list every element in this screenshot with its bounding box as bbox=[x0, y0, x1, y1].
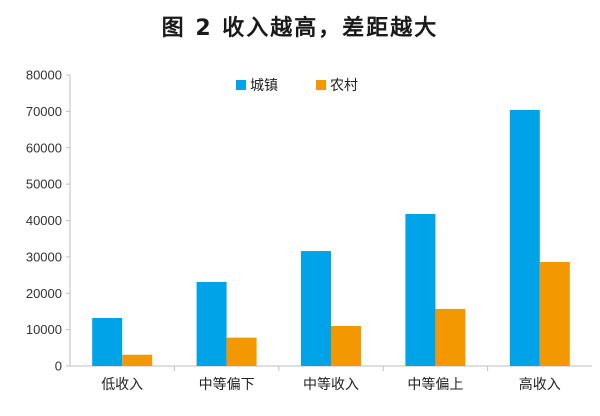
bar-urban-0 bbox=[92, 317, 123, 366]
bar-urban-1 bbox=[196, 281, 227, 366]
bar-rural-0 bbox=[122, 354, 153, 366]
legend: 城镇 农村 bbox=[236, 78, 358, 94]
bar-rural-4 bbox=[539, 261, 570, 366]
y-tick-label: 40000 bbox=[26, 213, 62, 228]
y-tick-label: 0 bbox=[55, 359, 62, 374]
chart-title: 图 2 收入越高，差距越大 bbox=[161, 16, 439, 41]
bar-urban-3 bbox=[405, 213, 436, 366]
y-tick-label: 20000 bbox=[26, 286, 62, 301]
y-tick-label: 10000 bbox=[26, 322, 62, 337]
legend-label: 城镇 bbox=[250, 78, 278, 94]
x-axis-categories: 低收入 中等偏下 中等收入 中等偏上 高收入 bbox=[101, 366, 561, 393]
y-tick-label: 50000 bbox=[26, 177, 62, 192]
y-tick-label: 60000 bbox=[26, 140, 62, 155]
x-category-label: 中等收入 bbox=[303, 376, 359, 393]
bar-urban-2 bbox=[301, 251, 331, 366]
bars bbox=[92, 109, 570, 367]
legend-label: 农村 bbox=[330, 78, 358, 94]
y-tick-label: 70000 bbox=[26, 104, 62, 119]
y-tick-label: 80000 bbox=[26, 68, 62, 83]
y-tick-label: 30000 bbox=[26, 249, 62, 264]
legend-swatch bbox=[236, 80, 246, 90]
x-category-label: 中等偏下 bbox=[199, 376, 255, 393]
bar-rural-2 bbox=[331, 325, 361, 366]
bar-rural-3 bbox=[435, 308, 466, 366]
bar-rural-1 bbox=[226, 337, 257, 366]
x-category-label: 中等偏上 bbox=[407, 376, 463, 393]
x-category-label: 高收入 bbox=[519, 376, 561, 393]
x-category-label: 低收入 bbox=[101, 377, 143, 393]
bar-urban-4 bbox=[509, 109, 540, 367]
y-axis-ticks: 0 10000 20000 30000 40000 50000 60000 70000 8000… bbox=[26, 68, 70, 374]
legend-swatch bbox=[316, 80, 326, 90]
